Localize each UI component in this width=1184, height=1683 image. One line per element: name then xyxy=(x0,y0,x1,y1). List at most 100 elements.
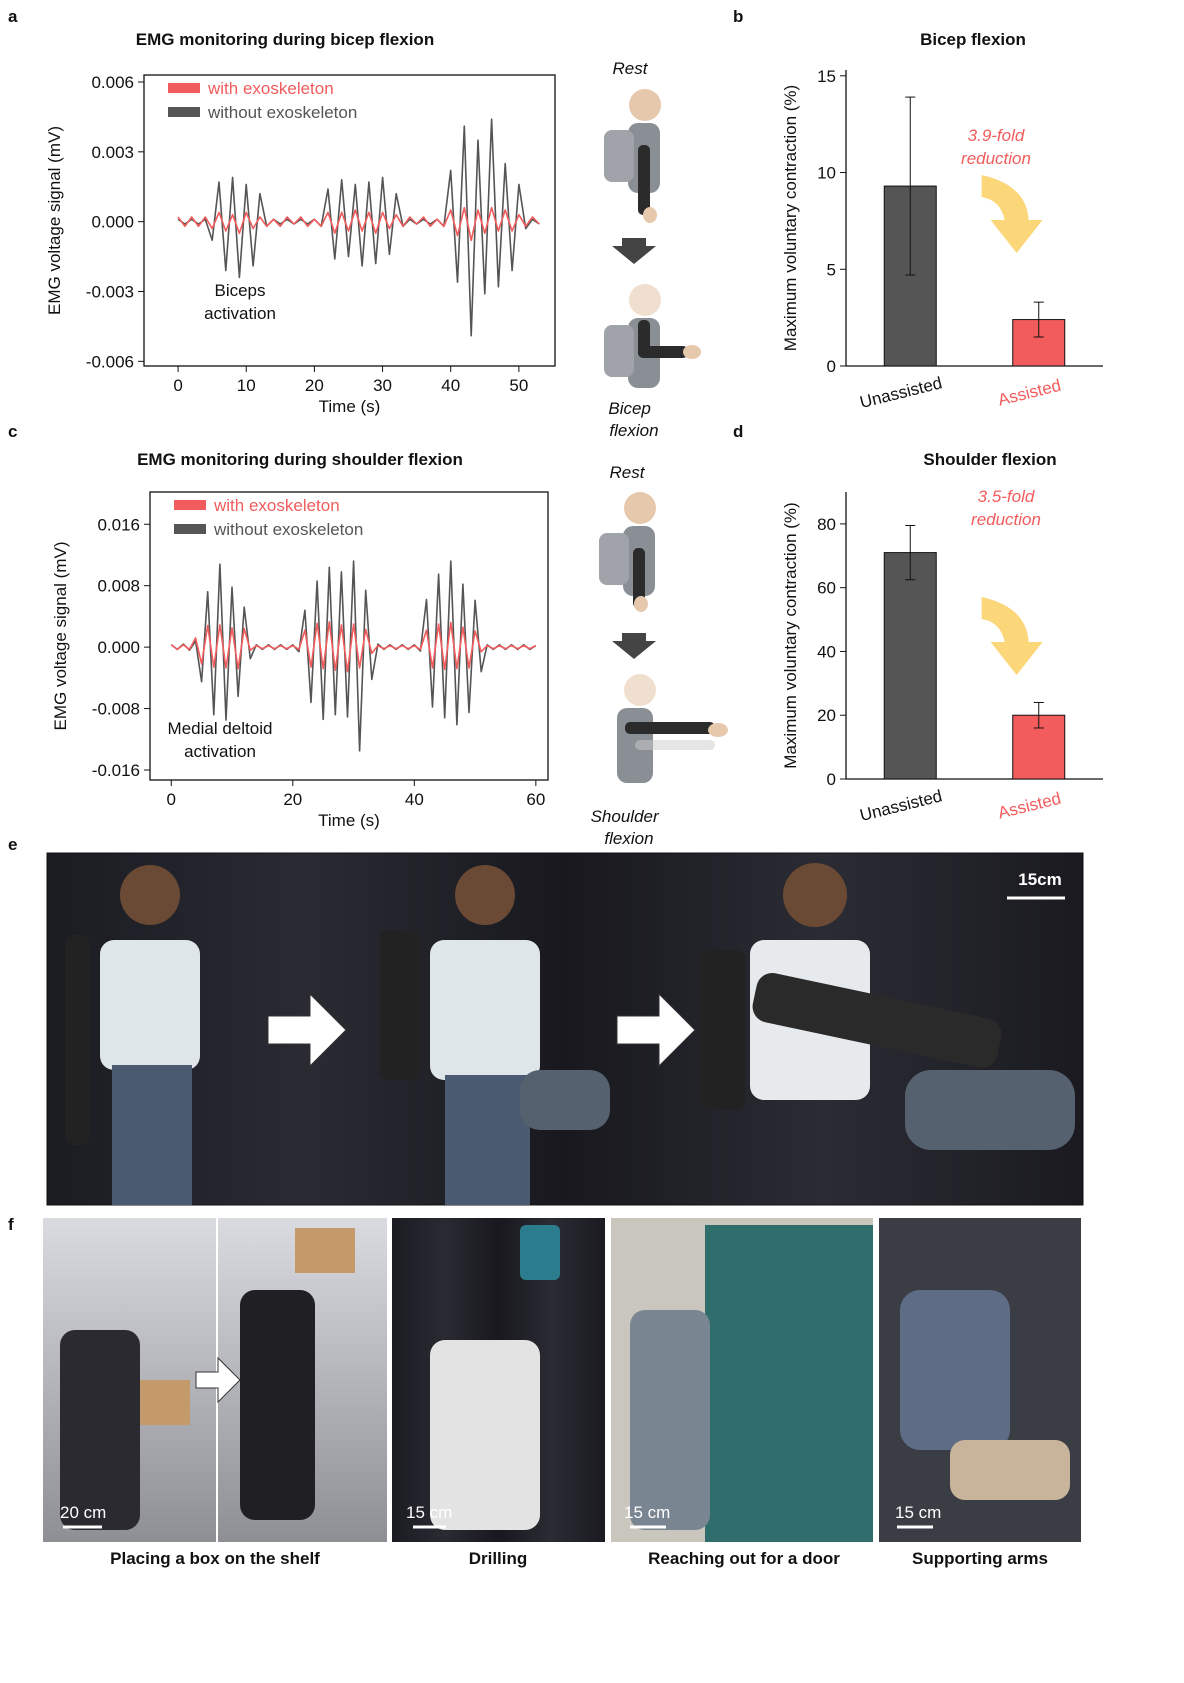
x-tick-label: Assisted xyxy=(996,789,1063,823)
x-tick-label: 0 xyxy=(173,376,182,395)
legend-label: without exoskeleton xyxy=(207,103,357,122)
y-tick-label: 10 xyxy=(817,164,836,183)
illustration-label: Shoulder flexion xyxy=(591,807,664,848)
signal-line xyxy=(170,560,537,752)
x-tick-label: 20 xyxy=(283,790,302,809)
y-tick-label: 5 xyxy=(827,260,836,279)
figure-rest xyxy=(599,492,656,612)
reduction-arrow xyxy=(981,597,1043,675)
scale-bar-label: 15 cm xyxy=(895,1503,941,1522)
y-tick-label: 60 xyxy=(817,579,836,598)
arrow xyxy=(612,238,656,264)
y-tick-label: -0.003 xyxy=(86,283,134,302)
y-tick-label: -0.006 xyxy=(86,352,134,371)
y-tick-label: 0.016 xyxy=(97,515,140,534)
caption: Reaching out for a door xyxy=(648,1549,840,1568)
annotation-line: Medial deltoid xyxy=(168,719,273,738)
illustration-label: Bicep flexion xyxy=(608,399,658,440)
signal-line xyxy=(170,621,537,673)
y-tick-label: 0.000 xyxy=(97,638,140,657)
plot-frame xyxy=(149,491,549,781)
y-tick-label: 0.003 xyxy=(91,143,134,162)
scale-bar-label: 15 cm xyxy=(406,1503,452,1522)
caption: Placing a box on the shelf xyxy=(110,1549,320,1568)
y-tick-label: 0 xyxy=(827,357,836,376)
reduction-arrow xyxy=(981,175,1043,253)
y-tick-label: 40 xyxy=(817,642,836,661)
chart-title: Bicep flexion xyxy=(920,30,1026,49)
panel-label: d xyxy=(733,422,743,441)
x-tick-label: 10 xyxy=(237,376,256,395)
x-tick-label: Assisted xyxy=(996,376,1063,410)
illustration-label: Rest xyxy=(610,463,646,482)
signal-line xyxy=(177,118,540,337)
scale-bar-label: 15cm xyxy=(1018,870,1061,889)
y-tick-label: -0.008 xyxy=(92,700,140,719)
annotation-line: reduction xyxy=(961,149,1031,168)
annotation: 3.5-fold reduction xyxy=(971,487,1041,529)
figure-shoulder xyxy=(617,674,728,783)
legend-label: with exoskeleton xyxy=(207,79,334,98)
y-axis-label: Maximum voluntary contraction (%) xyxy=(781,502,800,768)
y-tick-label: 20 xyxy=(817,706,836,725)
x-tick-label: Unassisted xyxy=(858,786,944,825)
y-axis-label: Maximum voluntary contraction (%) xyxy=(781,85,800,351)
panel-label: e xyxy=(8,835,17,854)
legend-swatch xyxy=(168,83,200,93)
x-tick-label: 30 xyxy=(373,376,392,395)
y-tick-label: 0.008 xyxy=(97,577,140,596)
annotation-line: activation xyxy=(184,742,256,761)
x-tick-label: 50 xyxy=(509,376,528,395)
annotation-line: reduction xyxy=(971,510,1041,529)
y-axis-label: EMG voltage signal (mV) xyxy=(45,126,64,315)
x-axis-label: Time (s) xyxy=(319,397,381,416)
y-axis-label: EMG voltage signal (mV) xyxy=(51,542,70,731)
scale-bar-label: 15 cm xyxy=(624,1503,670,1522)
x-axis-label: Time (s) xyxy=(318,811,380,830)
annotation-line: Biceps xyxy=(214,281,265,300)
figure-rest xyxy=(604,89,661,223)
chart-title: EMG monitoring during shoulder flexion xyxy=(137,450,463,469)
illustration-label: Rest xyxy=(613,59,649,78)
y-tick-label: 80 xyxy=(817,515,836,534)
legend-swatch xyxy=(174,500,206,510)
illustration-label-line: flexion xyxy=(609,421,658,440)
panel-label: c xyxy=(8,422,17,441)
photos-f: 20 cm 15 cm 15 cm 15 cm Placing a box on… xyxy=(43,1218,1081,1568)
x-tick-label: 40 xyxy=(405,790,424,809)
annotation: 3.9-fold reduction xyxy=(961,126,1031,168)
illustration-label-line: flexion xyxy=(604,829,653,848)
annotation-line: 3.9-fold xyxy=(968,126,1025,145)
legend-swatch xyxy=(168,107,200,117)
scale-bar-label: 20 cm xyxy=(60,1503,106,1522)
panel-label: b xyxy=(733,7,743,26)
y-tick-label: 0.006 xyxy=(91,73,134,92)
annotation-line: activation xyxy=(204,304,276,323)
plot-frame xyxy=(143,74,556,367)
chart-title: EMG monitoring during bicep flexion xyxy=(136,30,434,49)
x-tick-label: 20 xyxy=(305,376,324,395)
panel-label: a xyxy=(8,7,18,26)
y-tick-label: 15 xyxy=(817,67,836,86)
x-tick-label: 60 xyxy=(526,790,545,809)
caption: Supporting arms xyxy=(912,1549,1048,1568)
x-tick-label: 40 xyxy=(441,376,460,395)
illustration-label-line: Bicep xyxy=(608,399,651,418)
annotation-line: 3.5-fold xyxy=(978,487,1035,506)
illustration: Rest Bicep flexion Rest xyxy=(591,59,728,848)
illustration-label-line: Shoulder xyxy=(591,807,660,826)
signal-line xyxy=(177,206,540,242)
photo-e: 15cm xyxy=(46,852,1084,1206)
arrow xyxy=(612,633,656,659)
caption: Drilling xyxy=(469,1549,528,1568)
y-tick-label: -0.016 xyxy=(92,761,140,780)
legend-label: with exoskeleton xyxy=(213,496,340,515)
y-tick-label: 0.000 xyxy=(91,213,134,232)
bar xyxy=(883,552,937,780)
panel-label: f xyxy=(8,1215,14,1234)
legend-swatch xyxy=(174,524,206,534)
x-tick-label: 0 xyxy=(167,790,176,809)
annotation: Medial deltoid activation xyxy=(168,719,273,761)
y-tick-label: 0 xyxy=(827,770,836,789)
